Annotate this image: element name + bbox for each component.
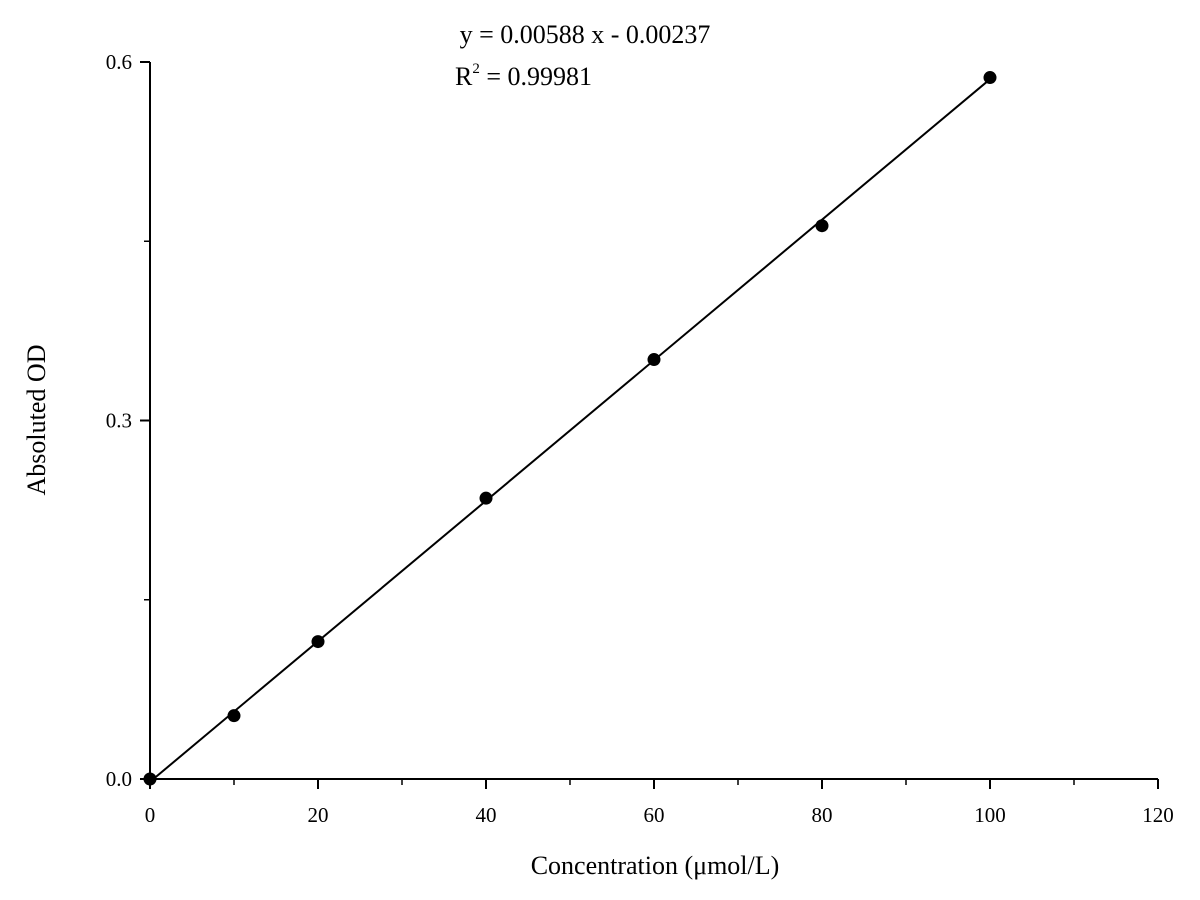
data-point bbox=[311, 635, 325, 649]
x-tick-label: 100 bbox=[974, 803, 1006, 827]
x-tick-label: 0 bbox=[145, 803, 156, 827]
r-squared-value: = 0.99981 bbox=[480, 62, 592, 91]
data-point bbox=[983, 71, 997, 85]
x-axis-label: Concentration (μmol/L) bbox=[531, 851, 780, 880]
r-squared-prefix: R bbox=[455, 62, 473, 91]
y-tick-label: 0.0 bbox=[106, 767, 132, 791]
tick-labels: 0 20 40 60 80 100 120 0.0 0.3 0.6 bbox=[106, 50, 1174, 827]
r-squared-superscript: 2 bbox=[472, 61, 480, 77]
axes bbox=[149, 62, 1158, 780]
x-tick-label: 20 bbox=[308, 803, 329, 827]
tick-marks bbox=[140, 61, 1159, 789]
data-points bbox=[143, 71, 997, 786]
y-tick-label: 0.6 bbox=[106, 50, 132, 74]
x-tick-label: 120 bbox=[1142, 803, 1174, 827]
r-squared: R2 = 0.99981 bbox=[455, 61, 592, 91]
data-point bbox=[815, 219, 829, 233]
fit-equation: y = 0.00588 x - 0.00237 bbox=[460, 20, 711, 49]
fit-line bbox=[152, 78, 991, 780]
y-tick-label: 0.3 bbox=[106, 409, 132, 433]
data-point bbox=[143, 772, 157, 786]
data-point bbox=[647, 353, 661, 367]
x-tick-label: 60 bbox=[644, 803, 665, 827]
x-tick-label: 40 bbox=[476, 803, 497, 827]
x-tick-label: 80 bbox=[812, 803, 833, 827]
data-point bbox=[227, 709, 241, 723]
data-point bbox=[479, 491, 493, 505]
y-axis-label: Absoluted OD bbox=[22, 345, 51, 496]
fit-line-group bbox=[152, 78, 991, 780]
